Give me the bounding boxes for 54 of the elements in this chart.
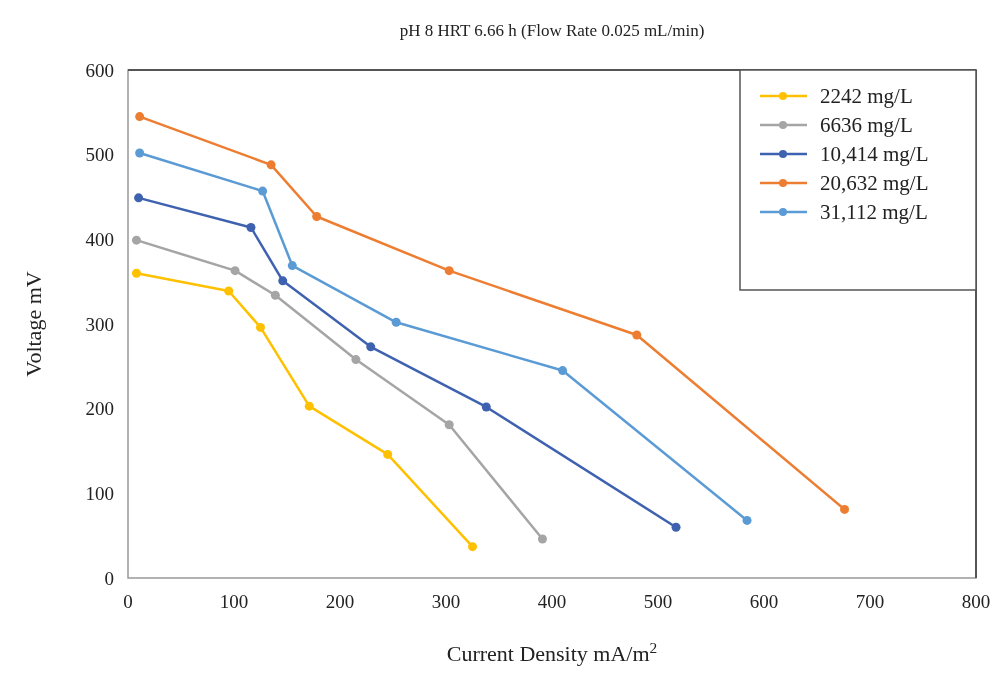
point bbox=[135, 148, 145, 158]
point bbox=[131, 235, 141, 245]
x-tick-label: 700 bbox=[855, 591, 885, 612]
point bbox=[671, 522, 681, 532]
point bbox=[258, 186, 268, 196]
point bbox=[246, 222, 256, 232]
point bbox=[351, 355, 361, 365]
point bbox=[304, 401, 314, 411]
point bbox=[632, 330, 642, 340]
x-tick-label: 0 bbox=[123, 591, 133, 612]
point bbox=[135, 112, 145, 122]
point bbox=[224, 286, 234, 296]
legend-label: 20,632 mg/L bbox=[820, 171, 929, 196]
y-tick-label: 300 bbox=[85, 313, 114, 335]
y-tick-label: 600 bbox=[85, 59, 114, 81]
point bbox=[444, 266, 454, 276]
point bbox=[537, 534, 547, 544]
legend-label: 31,112 mg/L bbox=[820, 200, 928, 225]
point bbox=[742, 515, 752, 525]
point bbox=[256, 322, 265, 332]
legend-label: 6636 mg/L bbox=[820, 113, 913, 138]
x-axis-title: Current Density mA/m$^{2}$ bbox=[446, 638, 658, 666]
point bbox=[278, 276, 288, 286]
x-tick-label: 800 bbox=[961, 591, 991, 612]
x-tick-label: 300 bbox=[431, 591, 461, 612]
point bbox=[383, 449, 393, 459]
point bbox=[468, 542, 477, 552]
legend-label: 2242 mg/L bbox=[820, 84, 913, 109]
x-tick-label: 400 bbox=[537, 591, 567, 612]
point bbox=[312, 211, 322, 221]
point bbox=[266, 160, 276, 170]
x-tick-label: 500 bbox=[643, 591, 673, 612]
y-tick-label: 400 bbox=[85, 228, 114, 250]
point bbox=[444, 420, 454, 430]
x-tick-label: 600 bbox=[749, 591, 779, 612]
point bbox=[270, 290, 280, 300]
point bbox=[131, 268, 141, 278]
y-tick-label: 0 bbox=[104, 567, 114, 589]
chart-title: pH 8 HRT 6.66 h (Flow Rate 0.025 mL/min) bbox=[399, 21, 705, 40]
point bbox=[840, 504, 850, 514]
x-tick-label: 200 bbox=[325, 591, 355, 612]
point bbox=[366, 342, 376, 352]
point bbox=[134, 193, 144, 203]
y-tick-label: 100 bbox=[85, 482, 114, 504]
legend-label: 10,414 mg/L bbox=[820, 142, 929, 167]
y-tick-label: 500 bbox=[85, 144, 114, 166]
point bbox=[391, 317, 401, 327]
y-tick-label: 200 bbox=[85, 398, 114, 420]
point bbox=[287, 261, 297, 271]
y-axis-title: Voltage mV bbox=[21, 271, 46, 377]
point bbox=[558, 366, 568, 376]
point bbox=[481, 402, 491, 412]
x-tick-label: 100 bbox=[219, 591, 249, 612]
point bbox=[230, 266, 240, 276]
